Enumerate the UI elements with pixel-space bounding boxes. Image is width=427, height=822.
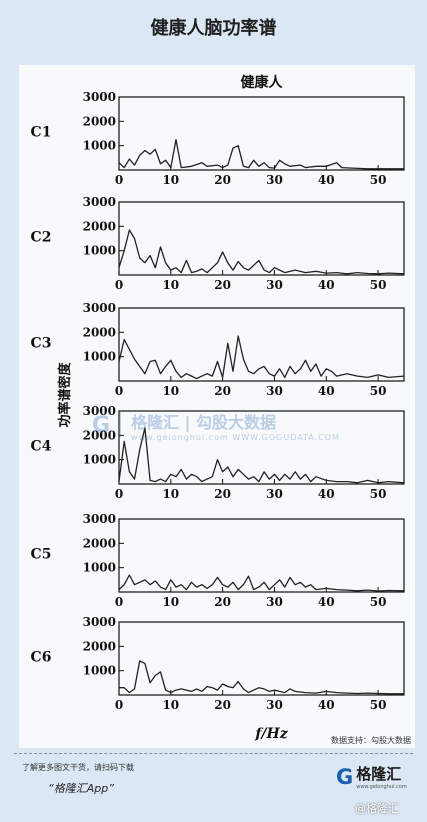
x-tick-label: 20 <box>214 384 231 398</box>
channel-label-c3: C3 <box>31 336 52 352</box>
y-tick-label: 2000 <box>83 219 116 233</box>
y-tick-label: 2000 <box>83 536 116 550</box>
y-tick-label: 3000 <box>83 301 116 315</box>
x-tick-label: 0 <box>115 278 123 292</box>
corner-watermark: @格隆汇 <box>355 802 399 815</box>
series-line-c6 <box>119 660 404 695</box>
chart-panel: 健康人 C1 1000 2000 3000 0 10 20 30 40 50 C2 1000 2000 30… <box>19 65 415 748</box>
x-tick-label: 30 <box>266 173 283 187</box>
channel-label-c5: C5 <box>31 547 52 563</box>
watermark-logo-icon: G <box>92 412 111 438</box>
x-tick-label: 30 <box>266 595 283 609</box>
series-line-c2 <box>118 229 405 275</box>
channel-label-c4: C4 <box>31 439 52 455</box>
x-tick-label: 30 <box>266 487 283 501</box>
watermark-text: 格隆汇 | 勾股大数据 www.gelonghui.com WWW.GOGUDA… <box>131 409 340 442</box>
y-axis-label: 功率谱密度 <box>57 362 73 428</box>
x-tick-label: 20 <box>214 173 231 187</box>
x-tick-label: 50 <box>370 173 387 187</box>
x-tick-label: 20 <box>214 595 231 609</box>
footer-logo-name: 格隆汇 <box>356 765 402 783</box>
x-tick-label: 50 <box>370 698 387 712</box>
x-tick-label: 20 <box>214 698 231 712</box>
x-tick-label: 10 <box>162 384 179 398</box>
footer-logo-icon: G <box>336 764 354 789</box>
y-tick-label: 2000 <box>83 639 116 653</box>
x-tick-label: 0 <box>115 698 123 712</box>
x-tick-label: 50 <box>370 595 387 609</box>
y-tick-label: 3000 <box>83 90 116 104</box>
plot-frame-c6 <box>118 621 405 696</box>
x-tick-label: 10 <box>162 595 179 609</box>
watermark-url: www.gelonghui.com WWW.GOGUDATA.COM <box>131 432 341 442</box>
plot-frame-c2 <box>118 201 405 276</box>
y-tick-label: 1000 <box>83 350 116 364</box>
footer-divider <box>14 753 413 754</box>
series-line-c4 <box>118 427 405 484</box>
x-tick-label: 30 <box>266 278 283 292</box>
x-tick-label: 10 <box>162 487 179 501</box>
x-tick-label: 50 <box>370 278 387 292</box>
x-tick-label: 40 <box>318 595 335 609</box>
source-note: 数据支持：勾股大数据 <box>331 736 411 745</box>
y-tick-label: 1000 <box>83 561 116 575</box>
y-tick-label: 1000 <box>83 664 116 678</box>
x-tick-label: 50 <box>370 384 387 398</box>
x-tick-label: 30 <box>266 384 283 398</box>
x-tick-label: 20 <box>214 278 231 292</box>
footer-note: 了解更多图文干货，请扫码下载 <box>22 763 134 772</box>
x-tick-label: 40 <box>318 384 335 398</box>
y-tick-label: 3000 <box>83 195 116 209</box>
x-tick-label: 0 <box>115 487 123 501</box>
watermark-separator <box>120 412 122 438</box>
y-tick-label: 2000 <box>83 114 116 128</box>
plot-frame-c1 <box>118 96 405 171</box>
y-tick-label: 1000 <box>83 139 116 153</box>
footer-logo-url: www.gelonghui.com <box>356 784 407 790</box>
chart-title: 健康人 <box>241 74 284 91</box>
page-title: 健康人脑功率谱 <box>150 18 277 39</box>
y-tick-label: 1000 <box>83 244 116 258</box>
x-tick-label: 20 <box>214 487 231 501</box>
x-tick-label: 40 <box>318 487 335 501</box>
x-tick-label: 30 <box>266 698 283 712</box>
footer-logo[interactable]: G 格隆汇 www.gelonghui.com <box>336 763 407 791</box>
x-tick-label: 40 <box>318 173 335 187</box>
x-tick-label: 10 <box>162 173 179 187</box>
y-tick-label: 2000 <box>83 428 116 442</box>
x-tick-label: 0 <box>115 595 123 609</box>
x-tick-label: 0 <box>115 173 123 187</box>
x-tick-label: 10 <box>162 698 179 712</box>
y-tick-label: 2000 <box>83 325 116 339</box>
x-tick-label: 10 <box>162 278 179 292</box>
y-tick-label: 1000 <box>83 453 116 467</box>
y-tick-label: 3000 <box>83 615 116 629</box>
x-tick-label: 40 <box>318 698 335 712</box>
channel-label-c1: C1 <box>31 125 52 141</box>
series-line-c3 <box>118 335 405 380</box>
x-tick-label: 50 <box>370 487 387 501</box>
plot-frame-c4 <box>118 410 405 485</box>
plot-frame-c3 <box>118 307 405 382</box>
y-tick-label: 3000 <box>83 512 116 526</box>
plot-frame-c5 <box>118 518 405 593</box>
x-tick-label: 40 <box>318 278 335 292</box>
footer-app-name: “格隆汇App” <box>48 782 114 795</box>
y-tick-label: 3000 <box>83 404 116 418</box>
footer-logo-text: 格隆汇 www.gelonghui.com <box>356 763 406 790</box>
series-line-c5 <box>118 574 405 592</box>
channel-label-c6: C6 <box>31 650 52 666</box>
series-line-c1 <box>118 138 404 170</box>
channel-label-c2: C2 <box>31 230 52 246</box>
x-tick-label: 0 <box>115 384 123 398</box>
x-axis-label: f/Hz <box>254 726 288 742</box>
watermark-name: 格隆汇 | 勾股大数据 <box>131 412 277 432</box>
watermark: G 格隆汇 | 勾股大数据 www.gelonghui.com WWW.GOGU… <box>92 405 352 445</box>
